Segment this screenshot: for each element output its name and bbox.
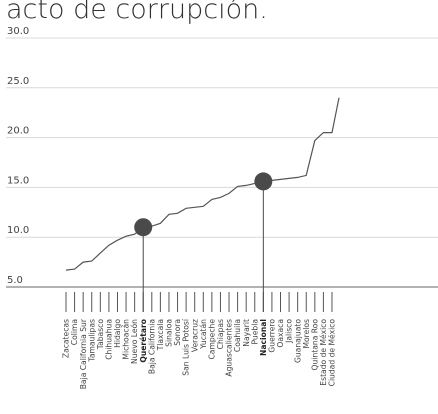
x-tick-label: Coahuila [233, 319, 242, 352]
x-tick-label: Puebla [250, 319, 259, 345]
x-tick-label: Sonora [173, 319, 182, 346]
y-tick-label: 25.0 [7, 76, 29, 87]
highlight-layer [134, 172, 273, 312]
x-tick-label: Querétaro [139, 319, 148, 363]
x-tick-label: Michoacán [122, 319, 131, 360]
x-axis: Zacatecas Colima Baja California Sur Tamaul… [62, 292, 337, 389]
x-tick-label: Baja California [147, 319, 156, 374]
x-tick-label: Tlaxcala [156, 319, 165, 351]
x-tick-label: Hidalgo [113, 319, 122, 348]
x-tick-label: Quintana Roo [310, 319, 319, 371]
x-tick-label: Veracruz [190, 319, 199, 352]
series-layer [65, 97, 340, 271]
x-tick-label: Tamaulipas [87, 319, 96, 363]
x-tick-label: Guanajuato [293, 319, 302, 363]
series-line [65, 97, 340, 271]
x-tick-label: Yucatán [199, 319, 208, 350]
y-axis: 30.0 25.0 20.0 15.0 10.0 5.0 [7, 26, 29, 286]
y-tick-label: 10.0 [7, 225, 29, 236]
x-tick-label: Sinaloa [165, 319, 174, 347]
x-tick-label: Ciudad de México [328, 319, 337, 387]
x-tick-label: Jalisco [285, 319, 294, 344]
x-tick-label: Guerrero [268, 319, 277, 353]
x-tick-label: Morelos [302, 319, 311, 349]
highlight-point [134, 218, 153, 237]
x-tick-label: Chiapas [216, 319, 225, 349]
y-tick-label: 20.0 [7, 126, 29, 137]
x-tick-label: Nuevo León [130, 319, 139, 364]
y-tick-label: 15.0 [7, 175, 29, 186]
x-tick-label: Nayarit [242, 319, 251, 347]
x-tick-label: Campeche [207, 319, 216, 360]
x-tick-label: Oaxaca [276, 319, 285, 348]
x-tick-label: Colima [70, 319, 79, 345]
x-tick-label: Nacional [259, 319, 268, 356]
y-tick-label: 5.0 [7, 275, 23, 286]
x-tick-label: Chihuahua [105, 319, 114, 360]
grid-layer [6, 37, 438, 288]
highlight-point [254, 172, 273, 191]
y-tick-label: 30.0 [7, 26, 29, 37]
x-tick-label: Estado de México [319, 319, 328, 386]
x-tick-label: Tabasco [96, 319, 105, 351]
top-text: acto de corrupción. [6, 0, 268, 25]
x-tick-label: Aguascalientes [225, 319, 234, 377]
x-tick-label: San Luis Potosí [182, 318, 191, 376]
x-tick-label: Baja California Sur [79, 318, 88, 389]
x-tick-label: Zacatecas [62, 319, 71, 358]
